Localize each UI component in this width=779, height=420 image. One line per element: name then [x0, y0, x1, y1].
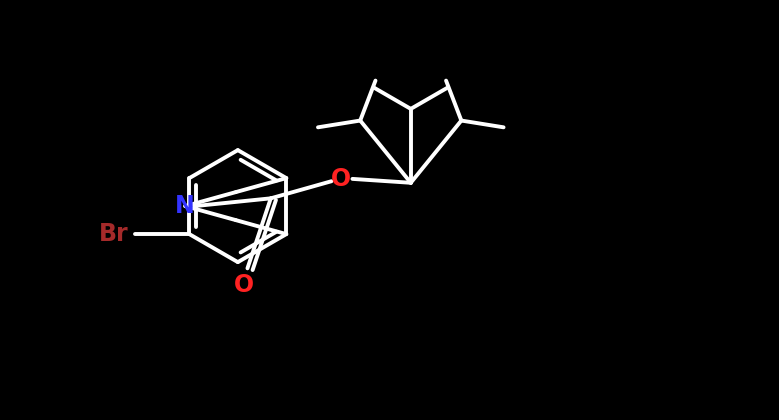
Text: O: O: [234, 273, 254, 297]
Text: O: O: [331, 167, 351, 191]
Text: Br: Br: [99, 222, 129, 246]
Text: N: N: [175, 194, 195, 218]
